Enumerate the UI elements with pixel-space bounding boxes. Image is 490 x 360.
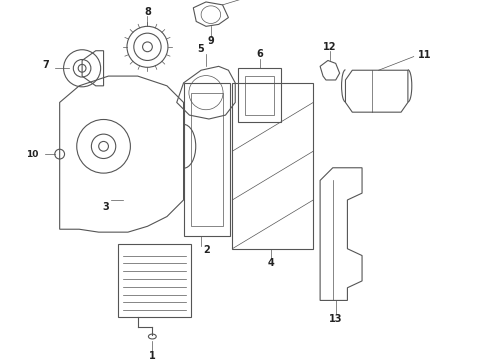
- Text: 6: 6: [256, 49, 263, 59]
- Text: 13: 13: [329, 314, 343, 324]
- Text: 5: 5: [198, 44, 204, 54]
- Text: 11: 11: [417, 50, 431, 60]
- Text: 1: 1: [149, 351, 156, 360]
- Text: 12: 12: [323, 42, 337, 52]
- Text: 10: 10: [26, 150, 38, 159]
- Text: 7: 7: [42, 60, 49, 70]
- Text: 2: 2: [203, 245, 210, 255]
- Text: 3: 3: [102, 202, 109, 212]
- Text: 4: 4: [268, 258, 275, 268]
- Text: 9: 9: [207, 36, 214, 46]
- Bar: [118, 244, 192, 317]
- Text: 8: 8: [144, 7, 151, 17]
